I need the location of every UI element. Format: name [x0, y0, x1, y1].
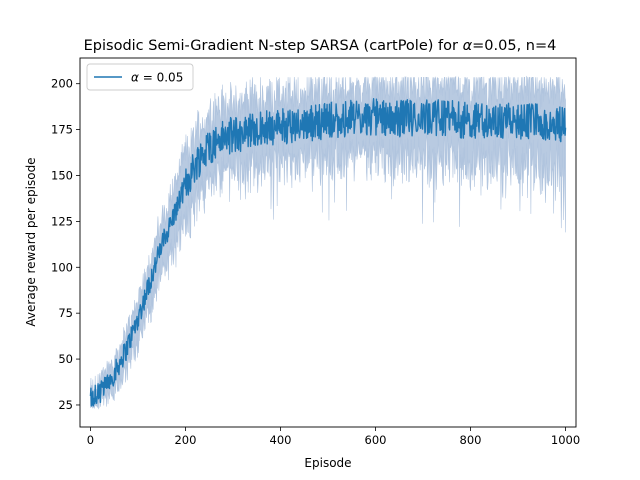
- axes-frame: [79, 57, 577, 428]
- y-axis-label: Average reward per episode: [24, 157, 38, 326]
- y-tick-label: 175: [51, 123, 73, 137]
- legend-frame: [86, 63, 194, 91]
- legend: α = 0.05: [86, 63, 194, 91]
- y-tick-label: 75: [58, 306, 73, 320]
- x-tick-label: 200: [174, 433, 196, 447]
- legend-label: α = 0.05: [131, 71, 183, 85]
- x-tick-label: 0: [87, 433, 94, 447]
- y-tick-label: 200: [51, 77, 73, 91]
- y-tick-label: 100: [51, 260, 73, 274]
- x-tick-label: 400: [270, 433, 292, 447]
- plot-area: [89, 75, 567, 410]
- x-tick-label: 1000: [551, 433, 580, 447]
- series-mean-line: [89, 98, 567, 407]
- x-tick-label: 600: [365, 433, 387, 447]
- y-tick-label: 25: [58, 398, 73, 412]
- chart-title: Episodic Semi-Gradient N-step SARSA (car…: [84, 38, 557, 54]
- y-axis-ticks: 25 50 75 100 125 150 175 200: [51, 77, 80, 412]
- x-tick-label: 800: [460, 433, 482, 447]
- mean-line-layer: [89, 98, 567, 407]
- y-tick-label: 150: [51, 168, 73, 182]
- x-axis-ticks: 0 200 400 600 800 1000: [87, 427, 580, 447]
- y-tick-label: 125: [51, 214, 73, 228]
- y-tick-label: 50: [58, 352, 73, 366]
- x-axis-label: Episode: [304, 456, 351, 470]
